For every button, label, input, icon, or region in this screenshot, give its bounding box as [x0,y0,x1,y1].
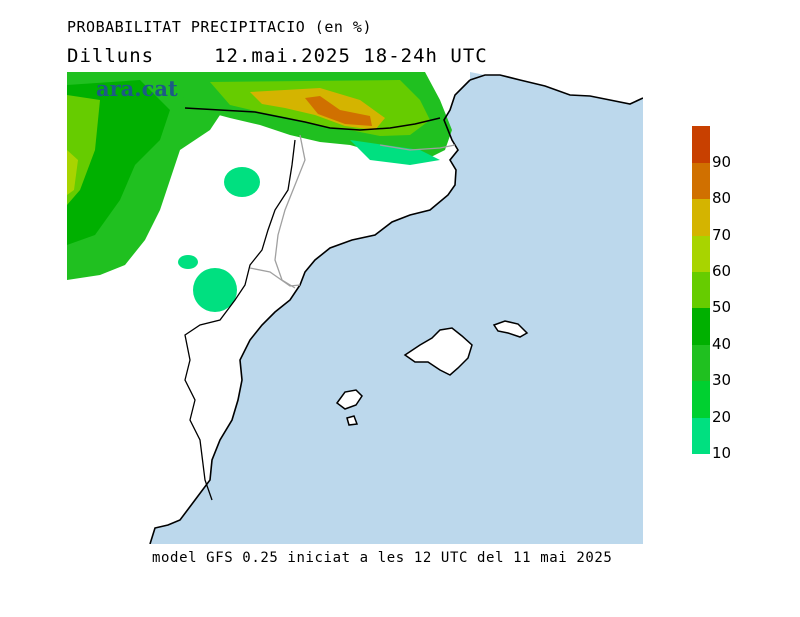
border-misc [379,144,456,151]
day-label: Dilluns [67,45,155,67]
island-menorca [492,320,529,338]
legend-swatch [692,381,710,418]
island-mallorca [403,327,473,376]
border-aragon [184,139,296,501]
legend-swatch [692,417,710,454]
legend-colorbar [692,126,710,454]
legend-swatch [692,344,710,382]
prob-zone-west-peak [67,150,78,195]
land-area [67,72,470,544]
land-area-france [470,72,643,104]
ara-cat-logo: ara.cat [96,76,178,101]
legend-label: 10 [712,444,732,462]
prob-spot-2 [178,255,198,269]
island-formentera [346,415,359,426]
legend-label: 30 [712,371,732,390]
legend-swatch [692,308,710,345]
border-valencia [249,267,301,287]
prob-spot-1 [224,167,260,197]
chart-subtitle: Dilluns 12.mai.2025 18-24h UTC [67,45,488,67]
chart-title: PROBABILITAT PRECIPITACIO (en %) [67,18,372,36]
legend-swatch [692,126,710,163]
legend-label: 20 [712,407,732,426]
island-ibiza [335,389,363,410]
legend-label: 70 [712,225,732,244]
legend-swatch [692,199,710,236]
legend-swatch [692,162,710,200]
border-catalonia [274,134,306,289]
legend-label: 40 [712,334,732,353]
legend-label: 90 [712,152,732,171]
model-info: model GFS 0.25 iniciat a les 12 UTC del … [152,550,613,566]
legend-label: 60 [712,262,732,280]
prob-zone-pyrenees-peak [305,96,372,126]
prob-zone-pyrenees-lite [350,140,440,165]
legend-swatch [692,235,710,272]
border-france-spain [184,107,441,131]
datetime-label: 12.mai.2025 18-24h UTC [214,45,488,67]
prob-spot-3 [193,268,237,312]
coastline [149,79,471,544]
legend-label: 80 [712,189,732,208]
legend-label: 50 [712,298,732,317]
coastline-france [469,74,643,105]
legend-swatch [692,272,710,309]
